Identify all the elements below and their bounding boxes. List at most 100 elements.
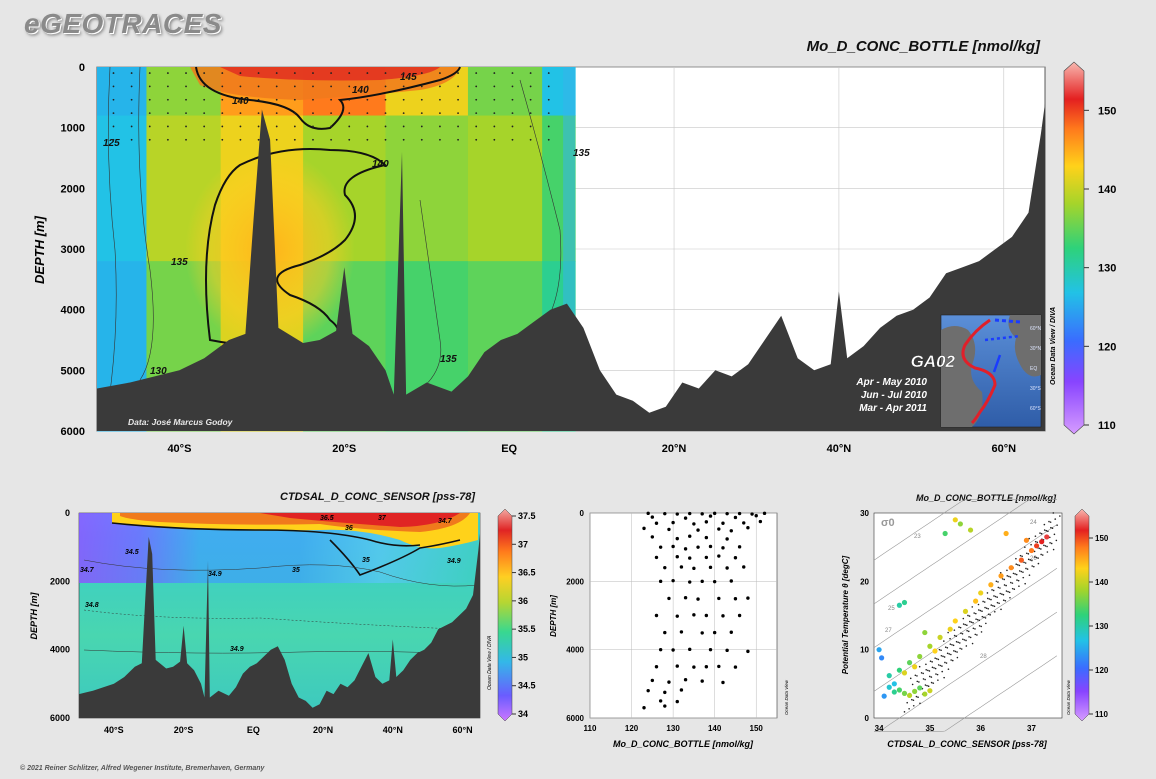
station-dot xyxy=(166,98,169,101)
station-dot xyxy=(330,138,333,141)
cruise-map-inset xyxy=(940,314,1042,428)
station-dot xyxy=(529,138,532,141)
main-cbar-tick: 150 xyxy=(1098,105,1116,117)
main-x-tick: EQ xyxy=(501,443,517,455)
contour-label: 125 xyxy=(103,138,120,149)
station-dot xyxy=(439,112,441,115)
station-dot xyxy=(366,72,369,74)
station-dot xyxy=(130,125,133,128)
station-dot xyxy=(293,85,296,88)
station-dot xyxy=(457,72,459,74)
station-dot xyxy=(402,138,405,141)
app-brand: eGEOTRACES xyxy=(24,8,222,39)
station-dot xyxy=(312,125,314,128)
station-dot xyxy=(511,138,514,141)
main-y-tick: 0 xyxy=(79,62,85,74)
station-dot xyxy=(547,112,550,115)
surface-core xyxy=(220,67,440,81)
station-dot xyxy=(293,125,296,128)
contour-label: 145 xyxy=(400,72,417,83)
station-dot xyxy=(112,125,115,128)
station-dot xyxy=(148,112,151,115)
station-dot xyxy=(185,98,187,101)
station-dot xyxy=(439,72,441,74)
station-dot xyxy=(457,138,459,141)
bathymetry xyxy=(97,103,1045,432)
station-dot xyxy=(529,72,532,74)
station-dot xyxy=(312,138,314,141)
station-dot xyxy=(166,85,169,88)
ctdsal-section-title: CTDSAL_D_CONC_SENSOR [pss-78] xyxy=(280,491,475,503)
map-lat-labels: 60°N 30°N EQ 30°S 60°S xyxy=(1030,326,1042,412)
main-cbar-tick: 110 xyxy=(1098,420,1116,432)
station-dot xyxy=(420,72,423,74)
station-dot xyxy=(221,125,224,128)
station-dot xyxy=(293,112,296,115)
station-dot xyxy=(239,138,242,141)
station-dot xyxy=(493,85,496,88)
station-dot xyxy=(366,98,369,101)
data-credit: Data: José Marcus Godoy xyxy=(128,417,234,427)
station-dot xyxy=(547,85,550,88)
station-dot xyxy=(221,72,224,74)
map-lat-label: 30°N xyxy=(1030,346,1042,352)
station-dot xyxy=(475,72,478,74)
station-dot xyxy=(457,125,459,128)
station-dot xyxy=(312,98,314,101)
station-dot xyxy=(547,98,550,101)
station-dot xyxy=(475,138,478,141)
station-dot xyxy=(475,85,478,88)
station-dot xyxy=(166,125,169,128)
station-dot xyxy=(275,85,278,88)
map-lat-label: 60°S xyxy=(1030,406,1042,412)
main-x-tick: 20°S xyxy=(332,443,356,455)
main-y-tick: 5000 xyxy=(61,365,85,377)
station-dot xyxy=(384,72,387,74)
station-dot xyxy=(511,112,514,115)
station-dot xyxy=(511,85,514,88)
station-dot xyxy=(493,138,496,141)
contour-label: 140 xyxy=(372,159,389,170)
station-dot xyxy=(330,125,333,128)
station-dot xyxy=(148,138,151,141)
cruise-periods: Apr - May 2010 Jun - Jul 2010 Mar - Apr … xyxy=(855,377,927,414)
station-dot xyxy=(257,85,260,88)
station-dot xyxy=(185,85,187,88)
station-dot xyxy=(275,125,278,128)
station-dot xyxy=(402,85,405,88)
main-y-tick: 6000 xyxy=(61,426,85,438)
station-dot xyxy=(475,98,478,101)
cruise-label: GA02 xyxy=(911,352,956,371)
map-lat-label: EQ xyxy=(1030,366,1037,372)
station-dot xyxy=(203,72,206,74)
station-dot xyxy=(112,98,115,101)
station-dot xyxy=(420,112,423,115)
period-3: Mar - Apr 2011 xyxy=(859,403,927,414)
period-1: Apr - May 2010 xyxy=(855,377,927,388)
station-dot xyxy=(312,85,314,88)
station-dot xyxy=(511,125,514,128)
station-dot xyxy=(275,98,278,101)
station-dot xyxy=(420,138,423,141)
main-x-tick: 60°N xyxy=(991,443,1016,455)
station-dot xyxy=(293,72,296,74)
station-dot xyxy=(384,138,387,141)
station-dot xyxy=(239,98,242,101)
station-dot xyxy=(148,98,151,101)
station-dot xyxy=(457,112,459,115)
station-dot xyxy=(529,125,532,128)
station-dot xyxy=(348,125,351,128)
station-dot xyxy=(112,112,115,115)
station-dot xyxy=(547,138,550,141)
field-cell xyxy=(385,115,469,262)
station-dot xyxy=(348,85,351,88)
main-x-ticks: 40°S 20°S EQ 20°N 40°N 60°N xyxy=(167,443,1016,455)
main-y-tick: 4000 xyxy=(61,305,85,317)
station-dot xyxy=(439,98,441,101)
station-dot xyxy=(366,112,369,115)
station-dot xyxy=(547,72,550,74)
station-dot xyxy=(112,138,115,141)
station-dot xyxy=(275,72,278,74)
station-dot xyxy=(420,125,423,128)
